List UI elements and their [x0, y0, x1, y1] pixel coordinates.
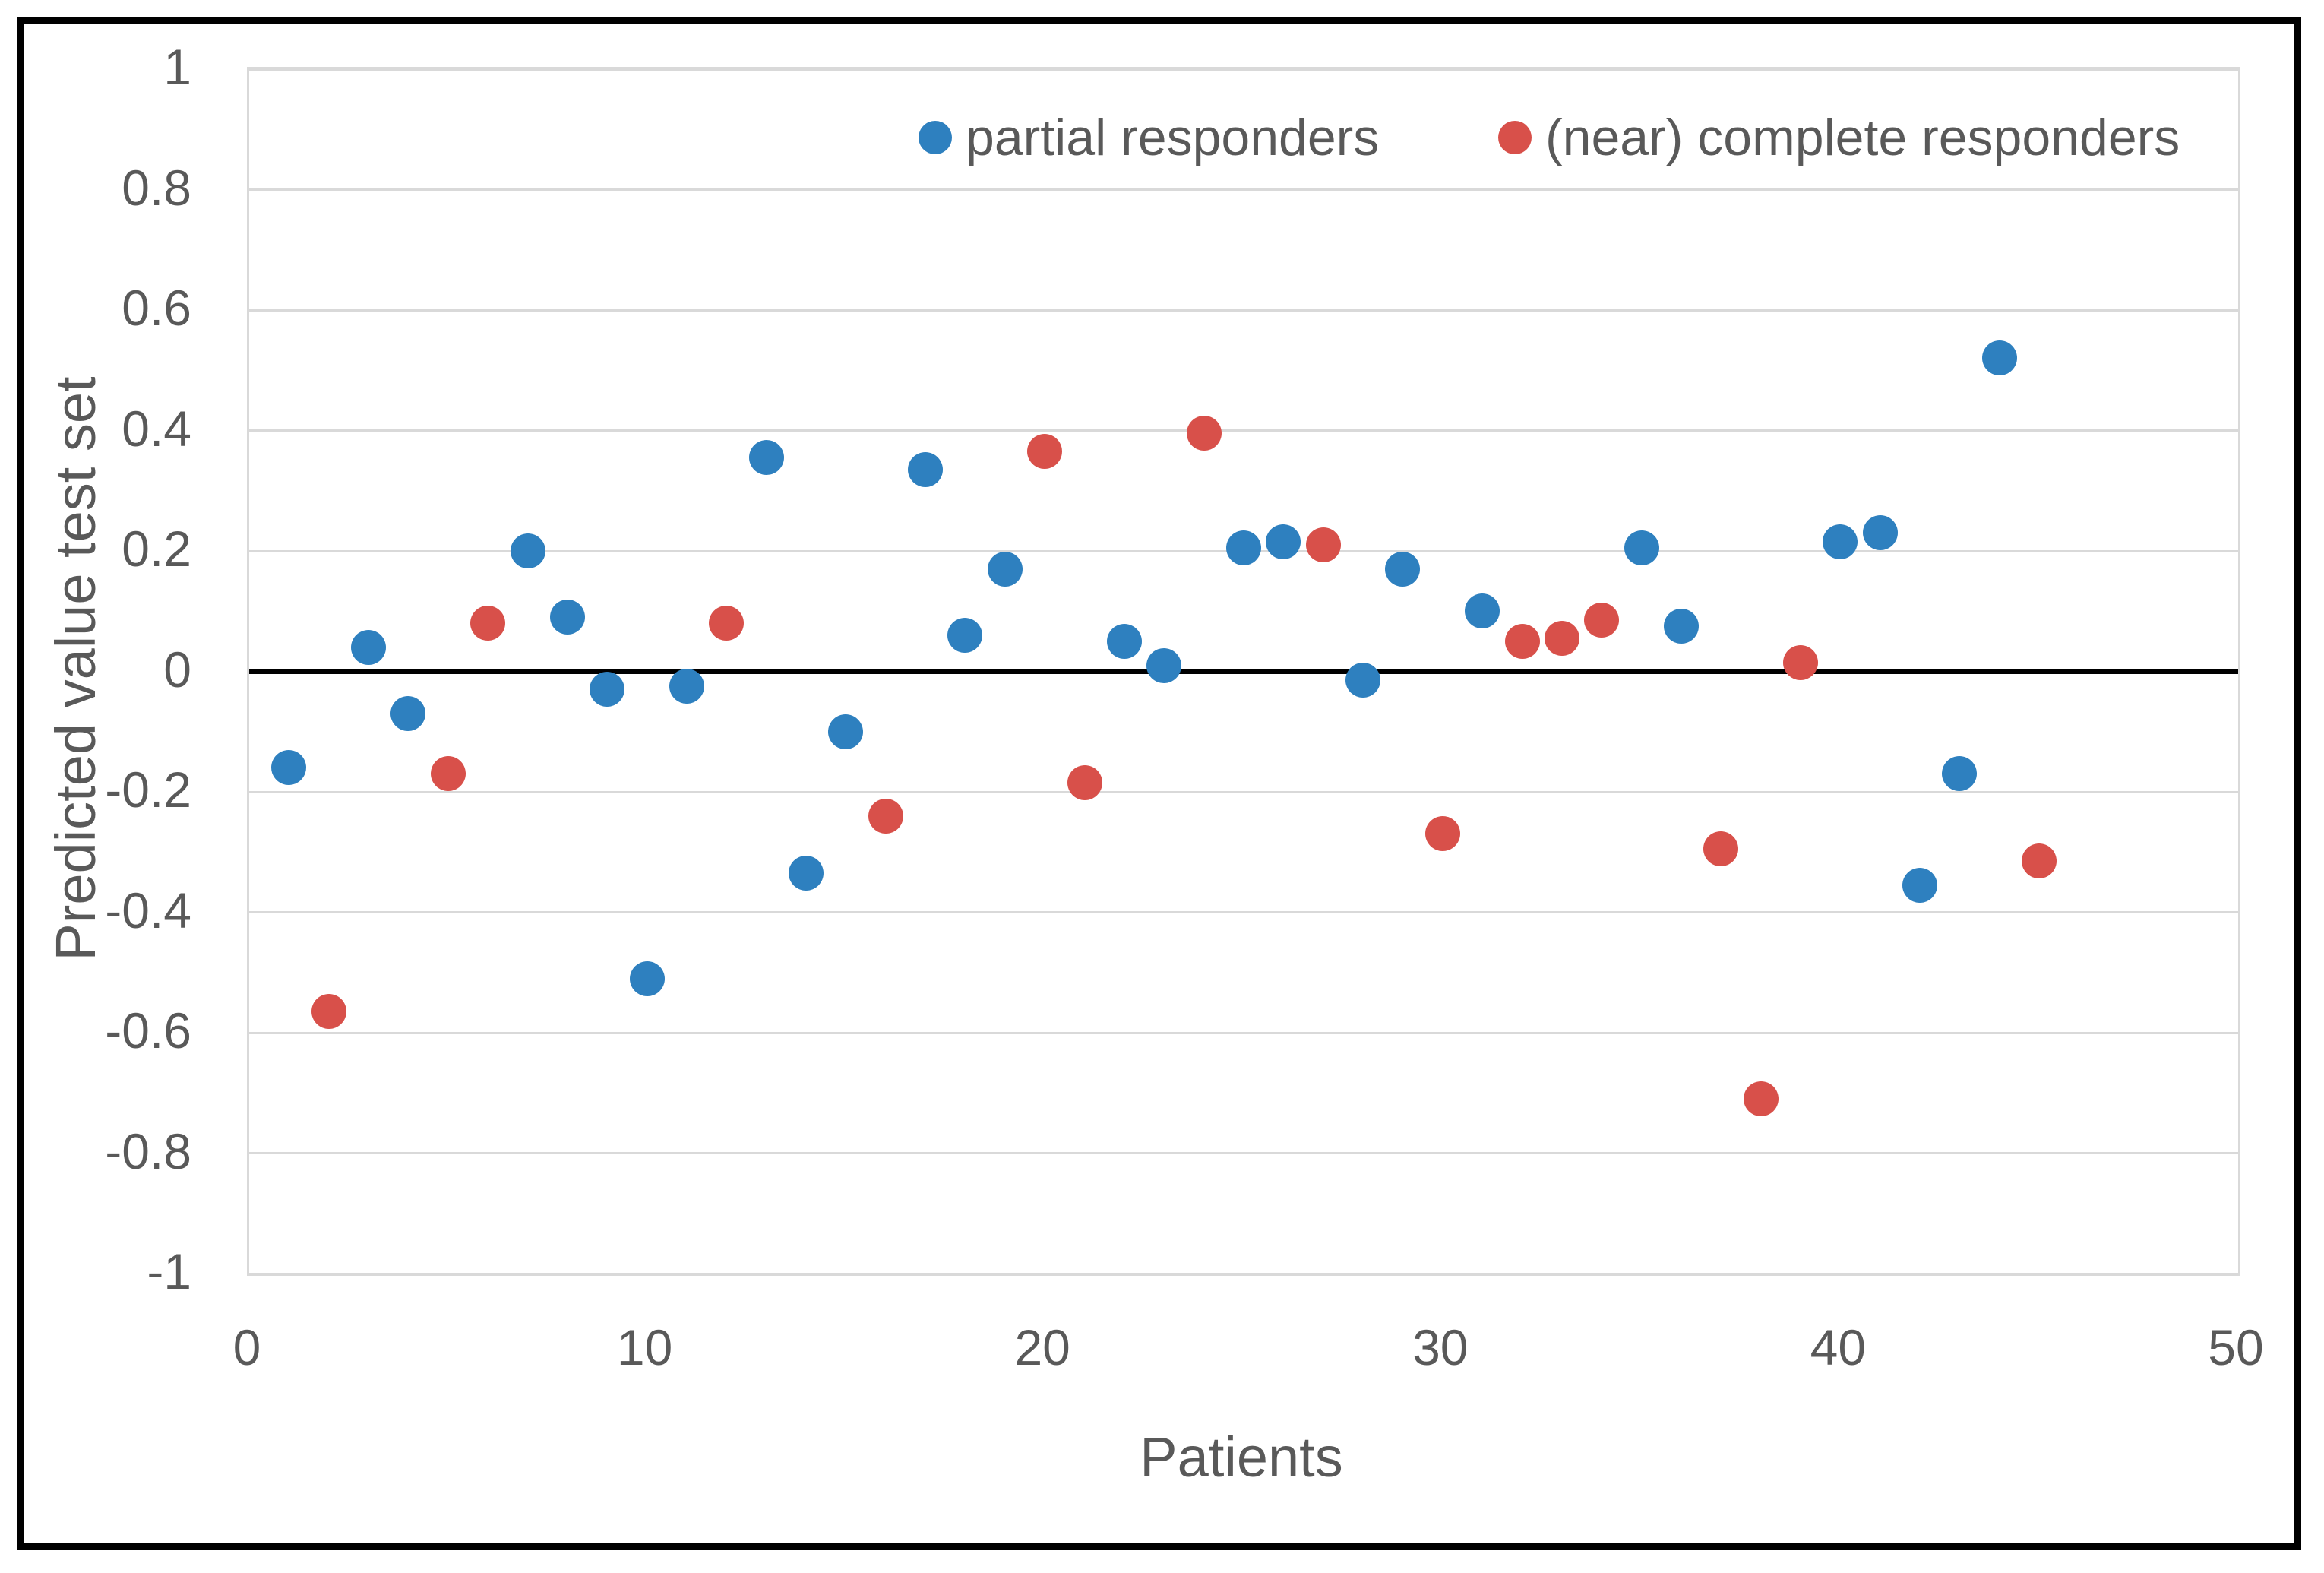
gridline--0.6 — [249, 1031, 2238, 1034]
data-point-complete-x45 — [2022, 843, 2057, 879]
data-point-partial-x18 — [947, 617, 983, 653]
plot-area — [247, 67, 2240, 1276]
y-tick-label-0: 0 — [163, 641, 191, 698]
x-axis-title: Patients — [1140, 1426, 1343, 1489]
gridline--1 — [249, 1272, 2238, 1275]
y-tick-label-0.8: 0.8 — [122, 159, 191, 216]
data-point-partial-x29 — [1385, 551, 1421, 587]
data-point-complete-x37 — [1703, 831, 1739, 867]
data-point-complete-x30 — [1424, 816, 1460, 852]
data-point-partial-x42 — [1902, 867, 1938, 903]
data-point-complete-x6 — [470, 606, 506, 641]
data-point-complete-x39 — [1783, 644, 1819, 680]
data-point-partial-x26 — [1266, 524, 1301, 560]
data-point-complete-x33 — [1544, 620, 1579, 656]
data-point-partial-x8 — [549, 600, 585, 635]
data-point-complete-x21 — [1067, 765, 1102, 801]
data-point-partial-x25 — [1226, 530, 1261, 566]
gridline-0.4 — [249, 429, 2238, 432]
gridline--0.8 — [249, 1152, 2238, 1154]
gridline-0.6 — [249, 309, 2238, 312]
data-point-partial-x9 — [590, 672, 625, 707]
data-point-complete-x16 — [868, 798, 903, 834]
data-point-partial-x4 — [390, 695, 426, 731]
legend-label-partial-responders: partial responders — [966, 109, 1380, 166]
data-point-complete-x38 — [1743, 1081, 1779, 1117]
data-point-complete-x2 — [311, 994, 346, 1030]
data-point-partial-x7 — [510, 533, 545, 568]
gridline-0.8 — [249, 188, 2238, 191]
y-tick-label--0.6: -0.6 — [105, 1002, 191, 1059]
data-point-partial-x35 — [1624, 530, 1659, 566]
data-point-partial-x36 — [1663, 609, 1699, 644]
data-point-partial-x31 — [1465, 593, 1500, 629]
legend-marker-partial-responders-icon — [919, 121, 952, 154]
data-point-partial-x15 — [828, 714, 864, 749]
data-point-partial-x28 — [1345, 663, 1381, 698]
legend-item-near-complete-responders: (near) complete responders — [1498, 105, 2180, 170]
y-tick-label-1: 1 — [163, 39, 191, 95]
gridline--0.4 — [249, 911, 2238, 913]
data-point-partial-x3 — [351, 629, 387, 665]
data-point-partial-x17 — [908, 452, 944, 487]
data-point-partial-x1 — [271, 750, 307, 786]
zero-line — [249, 669, 2238, 674]
data-point-complete-x27 — [1305, 527, 1341, 563]
y-tick-label--0.8: -0.8 — [105, 1122, 191, 1179]
legend-item-partial-responders: partial responders — [919, 105, 1379, 170]
data-point-partial-x43 — [1942, 756, 1978, 792]
y-tick-label--1: -1 — [147, 1243, 191, 1299]
data-point-complete-x20 — [1027, 434, 1063, 470]
y-tick-label-0.4: 0.4 — [122, 400, 191, 457]
y-tick-label-0.6: 0.6 — [122, 280, 191, 336]
data-point-partial-x23 — [1146, 647, 1182, 683]
legend-marker-near-complete-responders-icon — [1498, 121, 1532, 154]
data-point-partial-x19 — [987, 551, 1023, 587]
x-tick-label-20: 20 — [1014, 1319, 1070, 1375]
x-tick-label-30: 30 — [1412, 1319, 1469, 1375]
x-tick-label-0: 0 — [232, 1319, 261, 1375]
data-point-partial-x22 — [1106, 623, 1142, 659]
data-point-complete-x34 — [1584, 603, 1620, 638]
data-point-complete-x32 — [1504, 623, 1540, 659]
gridline--0.2 — [249, 790, 2238, 793]
y-tick-label--0.2: -0.2 — [105, 761, 191, 818]
data-point-partial-x41 — [1862, 515, 1898, 551]
y-tick-label-0.2: 0.2 — [122, 521, 191, 577]
data-point-partial-x44 — [1981, 340, 2017, 376]
data-point-partial-x40 — [1823, 524, 1858, 560]
figure-border — [17, 17, 2301, 1550]
data-point-partial-x10 — [629, 961, 665, 996]
data-point-partial-x11 — [669, 669, 704, 704]
data-point-partial-x13 — [748, 440, 784, 476]
data-point-complete-x12 — [709, 606, 745, 641]
data-point-complete-x5 — [430, 756, 466, 792]
data-point-complete-x24 — [1186, 416, 1222, 451]
data-point-partial-x14 — [789, 855, 824, 891]
x-tick-label-10: 10 — [616, 1319, 673, 1375]
gridline-1 — [249, 68, 2238, 71]
x-tick-label-50: 50 — [2208, 1319, 2264, 1375]
legend-label-near-complete-responders: (near) complete responders — [1545, 109, 2180, 166]
y-tick-label--0.4: -0.4 — [105, 881, 191, 938]
x-tick-label-40: 40 — [1810, 1319, 1867, 1375]
